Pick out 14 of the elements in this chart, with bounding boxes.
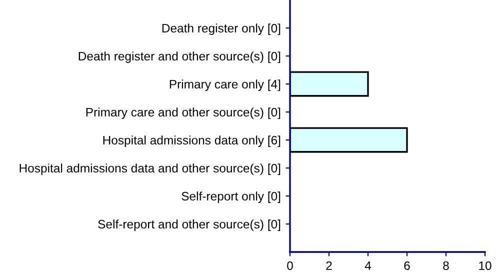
- y-tick-label: Death register only [0]: [162, 24, 280, 35]
- x-tick-label: 4: [364, 261, 372, 270]
- x-tick-label: 0: [287, 261, 293, 270]
- y-tick-label: Self-report and other source(s) [0]: [98, 220, 280, 231]
- x-tick-label: 2: [326, 261, 332, 270]
- x-tick-label: 6: [404, 261, 410, 270]
- y-tick-label: Primary care and other source(s) [0]: [86, 108, 280, 119]
- x-tick-label: 8: [443, 261, 449, 270]
- y-tick-label: Hospital admissions data only [6]: [103, 136, 280, 147]
- y-tick-label: Death register and other source(s) [0]: [78, 52, 280, 63]
- y-tick-label: Hospital admissions data and other source(s) [0]: [20, 164, 280, 175]
- x-tick-label: 10: [479, 261, 492, 270]
- y-tick-label: Primary care only [4]: [170, 80, 280, 91]
- y-tick-label: Self-report only [0]: [182, 192, 280, 203]
